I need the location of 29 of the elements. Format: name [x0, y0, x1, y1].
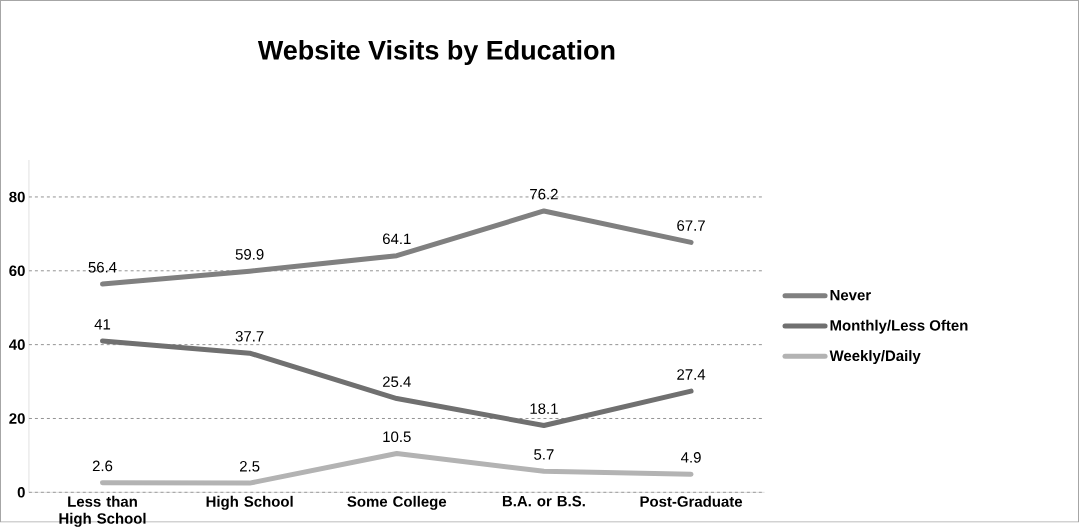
- data-label: 5.7: [534, 449, 554, 460]
- data-label: 2.6: [92, 460, 113, 472]
- x-tick-label: Post-Graduate: [640, 495, 743, 507]
- legend-label: Never: [830, 289, 871, 301]
- data-label: 67.7: [677, 220, 705, 231]
- data-label: 2.5: [239, 460, 260, 472]
- legend-label: Monthly/Less Often: [830, 319, 968, 334]
- x-tick-label: Less than High School: [59, 495, 146, 527]
- data-label: 76.2: [530, 188, 558, 200]
- data-label: 64.1: [382, 233, 411, 245]
- data-label: 4.9: [681, 452, 701, 463]
- data-label: 41: [94, 319, 111, 330]
- x-tick-label: Some College: [347, 495, 447, 510]
- y-tick-label: 80: [9, 191, 25, 203]
- data-label: 25.4: [382, 376, 411, 387]
- data-label: 56.4: [88, 261, 117, 273]
- data-label: 27.4: [677, 369, 706, 380]
- data-label: 18.1: [530, 403, 558, 414]
- x-tick-label: B.A. or B.S.: [502, 495, 585, 507]
- y-tick-label: 40: [8, 339, 25, 350]
- data-label: 37.7: [235, 330, 264, 342]
- data-label: 59.9: [235, 248, 264, 260]
- legend-label: Weekly/Daily: [829, 350, 921, 364]
- data-label: 10.5: [383, 431, 411, 442]
- y-tick-label: 60: [9, 265, 25, 277]
- chart-title: Website Visits by Education: [257, 39, 615, 66]
- x-tick-label: High School: [206, 495, 293, 510]
- y-tick-label: 0: [17, 486, 25, 498]
- y-tick-label: 20: [9, 413, 25, 424]
